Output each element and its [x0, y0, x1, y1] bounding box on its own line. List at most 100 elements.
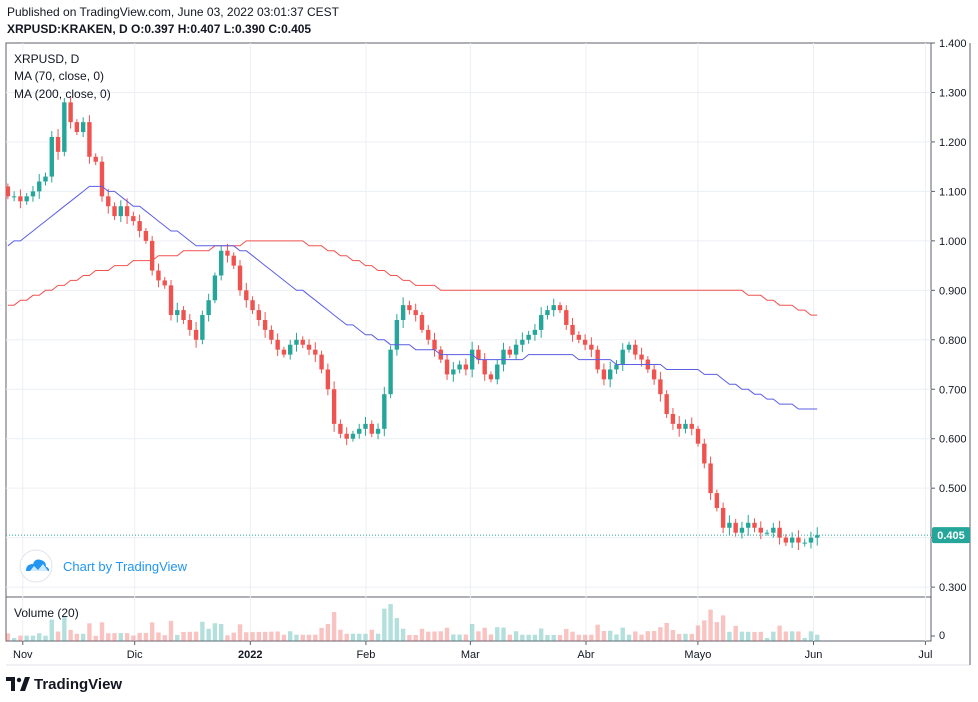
volume-bar — [294, 634, 299, 641]
volume-bar — [80, 633, 86, 641]
candle-body — [212, 275, 218, 301]
candle-body — [727, 522, 732, 528]
volume-bar — [319, 627, 324, 641]
footer-brand: TradingView — [34, 675, 123, 693]
volume-bar — [181, 631, 186, 641]
y-tick-label: 0.800 — [939, 335, 967, 347]
candle-body — [463, 364, 469, 370]
volume-bar — [212, 623, 218, 641]
candle-body — [476, 349, 481, 360]
tradingview-watermark[interactable]: Chart by TradingView — [19, 549, 188, 583]
candle-body — [413, 310, 418, 316]
published-info: Published on TradingView.com, June 03, 2… — [7, 5, 339, 19]
volume-bar — [796, 631, 801, 641]
volume-bar — [413, 634, 418, 641]
y-tick-label: 1.300 — [939, 87, 967, 99]
y-tick-label: 0.700 — [939, 384, 967, 396]
volume-bar — [557, 635, 563, 641]
candle-body — [451, 369, 456, 375]
volume-bar — [633, 631, 638, 641]
legend-symbol: XRPUSD, D — [14, 52, 80, 66]
volume-bar — [463, 634, 469, 641]
candle-body — [319, 354, 324, 370]
y-tick-label: 0.300 — [939, 582, 967, 594]
volume-bar — [626, 634, 632, 641]
volume-bar — [444, 627, 450, 641]
x-tick-label: Mayo — [684, 649, 711, 661]
volume-bar — [520, 634, 525, 641]
ma200-line — [7, 240, 818, 316]
volume-bar — [281, 634, 287, 641]
volume-bar — [689, 633, 694, 641]
candle-body — [702, 443, 707, 464]
candle-body — [626, 344, 632, 350]
volume-bar — [733, 625, 738, 641]
candle-body — [168, 285, 174, 316]
candle-body — [262, 320, 268, 330]
ma70-line — [7, 185, 818, 410]
candle-body — [162, 280, 167, 286]
candle-body — [30, 191, 36, 197]
x-tick-label: Nov — [13, 649, 33, 661]
volume-bar — [68, 629, 73, 641]
volume-bar — [394, 618, 400, 641]
candle-body — [313, 349, 318, 355]
volume-bar — [269, 631, 274, 641]
volume-bar — [601, 630, 607, 641]
candle-body — [633, 344, 638, 355]
candle-body — [746, 522, 751, 528]
volume-bar — [175, 634, 180, 641]
volume-bar — [18, 635, 23, 641]
candle-body — [357, 428, 362, 434]
y-tick-label: 0.600 — [939, 434, 967, 446]
candle-body — [432, 339, 437, 350]
volume-bar — [37, 633, 42, 641]
volume-label: Volume (20) — [14, 606, 79, 620]
volume-bar — [677, 633, 682, 641]
candle-body — [444, 359, 450, 375]
x-tick-label: Jul — [918, 649, 932, 661]
volume-bar — [702, 620, 707, 641]
volume-bar — [143, 632, 149, 641]
volume-bars — [5, 604, 820, 641]
volume-bar — [357, 633, 362, 641]
candle-body — [131, 216, 136, 222]
candle-body — [350, 433, 356, 439]
candle-body — [495, 364, 500, 380]
volume-bar — [118, 633, 123, 641]
y-tick-label: 1.100 — [939, 186, 967, 198]
volume-bar — [764, 638, 770, 641]
candle-body — [739, 527, 745, 533]
candle-body — [149, 240, 155, 271]
candle-body — [507, 349, 512, 355]
candle-body — [664, 394, 669, 414]
candle-body — [796, 537, 801, 543]
volume-bar — [124, 633, 130, 641]
candle-body — [551, 305, 556, 311]
x-tick-label: Abr — [577, 649, 594, 661]
candle-body — [488, 374, 494, 380]
volume-bar — [658, 627, 663, 641]
volume-bar — [576, 634, 582, 641]
candle-body — [331, 389, 337, 424]
volume-bar — [300, 634, 305, 641]
candle-body — [43, 176, 48, 182]
volume-bar — [288, 631, 293, 641]
footer-logo[interactable]: TradingView — [6, 674, 122, 694]
candle-body — [181, 310, 186, 320]
candle-body — [557, 305, 563, 311]
volume-bar — [639, 634, 644, 641]
candle-body — [24, 196, 29, 202]
candle-body — [231, 255, 236, 266]
volume-bar — [783, 631, 789, 641]
volume-pane — [5, 596, 932, 642]
volume-bar — [206, 628, 211, 641]
volume-bar — [218, 624, 224, 641]
candle-body — [419, 315, 425, 330]
volume-bar — [758, 631, 763, 641]
candle-body — [388, 349, 393, 395]
candle-body — [250, 300, 255, 311]
candle-body — [325, 369, 331, 390]
volume-bar — [331, 612, 337, 641]
